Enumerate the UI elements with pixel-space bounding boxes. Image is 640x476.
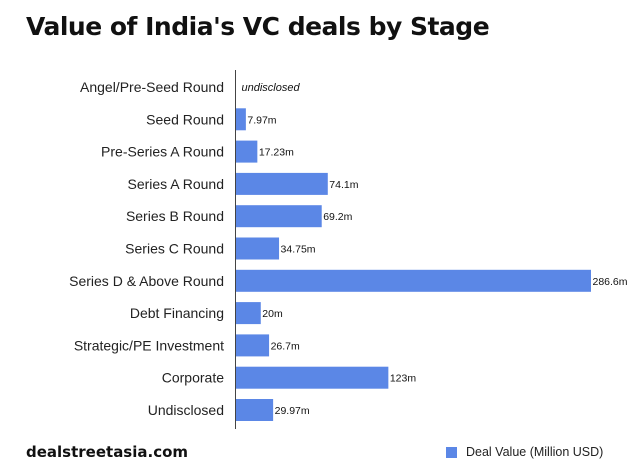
data-label: 123m xyxy=(390,373,417,385)
legend: Deal Value (Million USD) xyxy=(446,445,603,459)
legend-swatch xyxy=(446,446,457,458)
chart-title: Value of India's VC deals by Stage xyxy=(26,12,490,41)
category-label: Angel/Pre-Seed Round xyxy=(80,79,224,95)
data-label: 69.2m xyxy=(323,211,352,223)
category-label: Series D & Above Round xyxy=(69,273,224,289)
category-label: Debt Financing xyxy=(130,305,224,321)
bar xyxy=(236,399,274,421)
data-label: 20m xyxy=(262,308,283,320)
category-labels-group: Angel/Pre-Seed Round Seed Round Pre-Series… xyxy=(69,79,224,418)
bar xyxy=(236,205,322,228)
legend-label: Deal Value (Million USD) xyxy=(466,445,604,459)
bar xyxy=(236,334,270,357)
value-labels-group: undisclosed 7.97m 17.23m 74.1m 69.2m 34.75m 28… xyxy=(242,82,628,417)
bars-group xyxy=(236,108,591,421)
data-label: 74.1m xyxy=(329,179,358,191)
brand-logo-text: dealstreetasia.com xyxy=(26,443,189,461)
category-label: Pre-Series A Round xyxy=(101,144,224,160)
category-label: Series B Round xyxy=(126,208,224,224)
bar xyxy=(236,366,389,389)
bar xyxy=(236,108,246,131)
category-label: Corporate xyxy=(162,370,224,386)
category-label: Undisclosed xyxy=(148,402,224,418)
bar xyxy=(236,269,591,292)
bar xyxy=(236,172,328,195)
category-label: Series C Round xyxy=(125,241,224,257)
bar xyxy=(236,140,258,163)
data-label: 34.75m xyxy=(281,244,316,256)
data-label: 26.7m xyxy=(271,340,300,352)
data-label: 286.6m xyxy=(593,276,628,288)
undisclosed-label: undisclosed xyxy=(242,82,301,94)
bar xyxy=(236,237,280,260)
data-label: 7.97m xyxy=(247,114,276,126)
data-label: 17.23m xyxy=(259,147,294,159)
bar xyxy=(236,302,261,325)
category-label: Seed Round xyxy=(146,111,224,127)
data-label: 29.97m xyxy=(275,405,310,417)
category-label: Strategic/PE Investment xyxy=(74,337,224,353)
category-label: Series A Round xyxy=(127,176,224,192)
